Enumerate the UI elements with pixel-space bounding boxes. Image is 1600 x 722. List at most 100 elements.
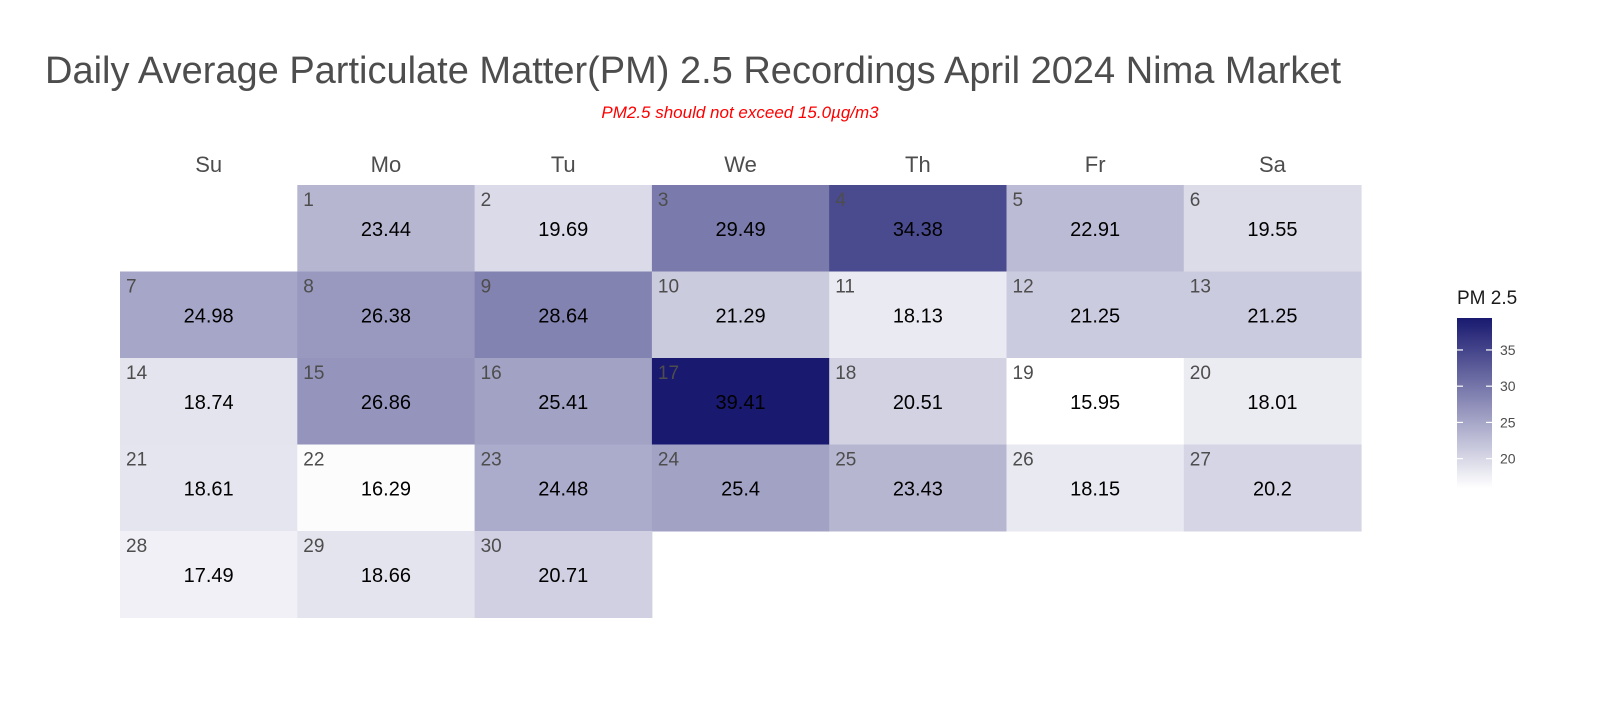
calendar-cell-day-21: 21 18.61 (120, 444, 298, 532)
value-label: 18.66 (361, 565, 411, 587)
value-label: 19.55 (1247, 219, 1297, 241)
cell-fill (1183, 185, 1362, 272)
calendar-cell-day-12: 12 21.25 (1006, 271, 1185, 359)
cell-fill (651, 358, 830, 445)
day-number: 21 (126, 450, 147, 471)
weekday-label-we: We (724, 152, 757, 177)
value-label: 15.95 (1070, 392, 1120, 414)
day-number: 11 (835, 277, 855, 298)
day-number: 22 (303, 450, 324, 471)
day-number: 9 (481, 277, 492, 298)
cell-fill (1006, 358, 1185, 445)
value-label: 21.29 (716, 306, 766, 328)
cell-fill (297, 444, 476, 532)
cell-fill (1006, 185, 1185, 272)
value-label: 26.38 (361, 306, 411, 328)
value-label: 17.49 (184, 565, 234, 587)
calendar-cell-day-16: 16 25.41 (474, 358, 653, 445)
value-label: 18.74 (184, 392, 234, 414)
cell-fill (120, 531, 298, 618)
calendar-cell-day-10: 10 21.29 (651, 271, 830, 359)
day-number: 18 (835, 363, 856, 384)
day-number: 24 (658, 450, 680, 471)
calendar-cell-day-23: 23 24.48 (474, 444, 653, 532)
cell-fill (651, 185, 830, 272)
chart-title: Daily Average Particulate Matter(PM) 2.5… (45, 50, 1342, 92)
value-label: 24.98 (184, 306, 234, 328)
day-number: 27 (1190, 450, 1211, 471)
value-label: 16.29 (361, 479, 411, 501)
calendar-cell-day-6: 619.55 (1183, 185, 1362, 272)
day-number: 2 (481, 190, 492, 211)
value-label: 25.41 (538, 392, 588, 414)
calendar-cell-day-11: 11 18.13 (829, 271, 1007, 359)
calendar-cell-day-28: 28 17.49 (120, 531, 298, 618)
cell-fill (1006, 444, 1185, 532)
day-number: 30 (481, 536, 502, 557)
weekday-label-tu: Tu (551, 152, 576, 177)
cell-fill (1183, 271, 1362, 359)
calendar-cell-day-7: 724.98 (120, 271, 298, 359)
cell-fill (1183, 444, 1362, 532)
calendar-cell-day-15: 15 26.86 (297, 358, 476, 445)
value-label: 19.69 (538, 219, 588, 241)
legend-tick-label: 20 (1500, 451, 1516, 467)
cell-fill (120, 271, 298, 359)
day-number: 29 (303, 536, 324, 557)
color-legend: PM 2.5 20 25 30 35 (1457, 288, 1517, 488)
value-label: 21.25 (1247, 306, 1297, 328)
value-label: 28.64 (538, 306, 588, 328)
cell-fill (474, 444, 653, 532)
value-label: 18.13 (893, 306, 943, 328)
day-number: 14 (126, 363, 148, 384)
cell-fill (1183, 358, 1362, 445)
day-number: 13 (1190, 277, 1211, 298)
day-number: 10 (658, 277, 679, 298)
calendar-cell-day-1: 123.44 (297, 185, 476, 272)
calendar-cell-day-14: 14 18.74 (120, 358, 298, 445)
day-number: 19 (1013, 363, 1034, 384)
day-number: 15 (303, 363, 324, 384)
value-label: 39.41 (716, 392, 766, 414)
value-label: 23.44 (361, 219, 411, 241)
value-label: 25.4 (721, 479, 760, 501)
value-label: 21.25 (1070, 306, 1120, 328)
day-number: 23 (481, 450, 502, 471)
day-number: 16 (481, 363, 502, 384)
cell-fill (297, 271, 476, 359)
cell-fill (829, 358, 1007, 445)
calendar-cell-day-5: 522.91 (1006, 185, 1185, 272)
cell-fill (829, 271, 1007, 359)
calendar-cell-day-19: 19 15.95 (1006, 358, 1185, 445)
day-number: 28 (126, 536, 147, 557)
weekday-label-su: Su (195, 152, 222, 177)
cell-fill (474, 185, 653, 272)
calendar-cell-day-8: 826.38 (297, 271, 476, 359)
calendar-cell-day-3: 329.49 (651, 185, 830, 272)
calendar-cell-day-18: 18 20.51 (829, 358, 1007, 445)
weekday-label-sa: Sa (1259, 152, 1287, 177)
cell-fill (297, 531, 476, 618)
chart-subtitle: PM2.5 should not exceed 15.0µg/m3 (601, 103, 879, 122)
calendar-cell-day-30: 30 20.71 (474, 531, 653, 618)
value-label: 18.61 (184, 479, 234, 501)
cell-fill (297, 358, 476, 445)
legend-tick-label: 30 (1500, 378, 1516, 394)
cell-fill (829, 444, 1007, 532)
weekday-label-th: Th (905, 152, 931, 177)
day-number: 5 (1013, 190, 1024, 211)
value-label: 26.86 (361, 392, 411, 414)
value-label: 22.91 (1070, 219, 1120, 241)
calendar-cell-day-29: 29 18.66 (297, 531, 476, 618)
cell-fill (651, 271, 830, 359)
value-label: 24.48 (538, 479, 588, 501)
value-label: 34.38 (893, 219, 943, 241)
calendar-cell-day-13: 13 21.25 (1183, 271, 1362, 359)
day-number: 8 (303, 277, 314, 298)
calendar-cell-day-25: 25 23.43 (829, 444, 1007, 532)
value-label: 18.01 (1247, 392, 1297, 414)
cell-fill (829, 185, 1007, 272)
calendar-cell-day-27: 27 20.2 (1183, 444, 1362, 532)
value-label: 18.15 (1070, 479, 1120, 501)
